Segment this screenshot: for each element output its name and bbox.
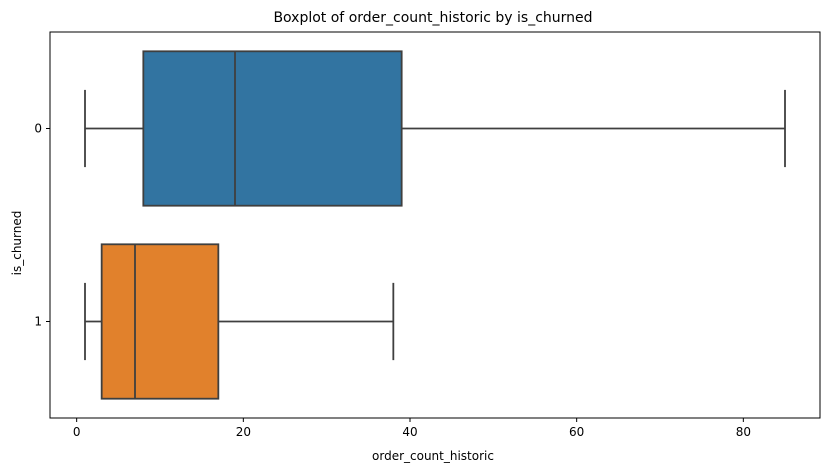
- x-tick-label-60: 60: [569, 425, 584, 439]
- box-group-0: [142, 50, 403, 207]
- y-axis-label: is_churned: [10, 211, 24, 276]
- plot-area: 010 20 40 60 80: [34, 31, 821, 439]
- x-tick-label-80: 80: [736, 425, 751, 439]
- x-tick-label-20: 20: [236, 425, 251, 439]
- y-tick-label-group-0: 0: [34, 122, 42, 136]
- x-tick-label-40: 40: [402, 425, 417, 439]
- plot-frame: [49, 31, 821, 419]
- x-tick-label-0: 0: [73, 425, 81, 439]
- chart-title: Boxplot of order_count_historic by is_ch…: [273, 10, 592, 26]
- x-axis-label: order_count_historic: [372, 449, 494, 463]
- y-tick-label-group-1: 1: [34, 315, 42, 329]
- box-group-1: [100, 243, 220, 400]
